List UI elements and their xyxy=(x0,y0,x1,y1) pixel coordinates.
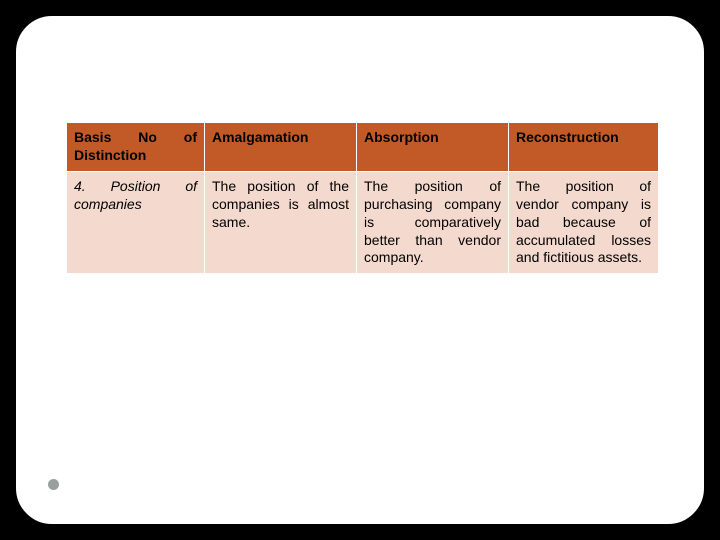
cell-reconstruction: The position of vendor company is bad be… xyxy=(509,171,659,274)
distinction-table: Basis No of Distinction Amalgamation Abs… xyxy=(66,122,659,274)
table-row: 4. Position of companies The position of… xyxy=(67,171,659,274)
cell-absorption: The position of purchasing company is co… xyxy=(357,171,509,274)
cell-amalgamation: The position of the companies is almost … xyxy=(205,171,357,274)
table-header-row: Basis No of Distinction Amalgamation Abs… xyxy=(67,123,659,172)
cell-basis: 4. Position of companies xyxy=(67,171,205,274)
col-header-amalgamation: Amalgamation xyxy=(205,123,357,172)
col-header-absorption: Absorption xyxy=(357,123,509,172)
slide-frame: Basis No of Distinction Amalgamation Abs… xyxy=(14,14,706,526)
col-header-reconstruction: Reconstruction xyxy=(509,123,659,172)
col-header-basis: Basis No of Distinction xyxy=(67,123,205,172)
bullet-icon xyxy=(48,479,59,490)
